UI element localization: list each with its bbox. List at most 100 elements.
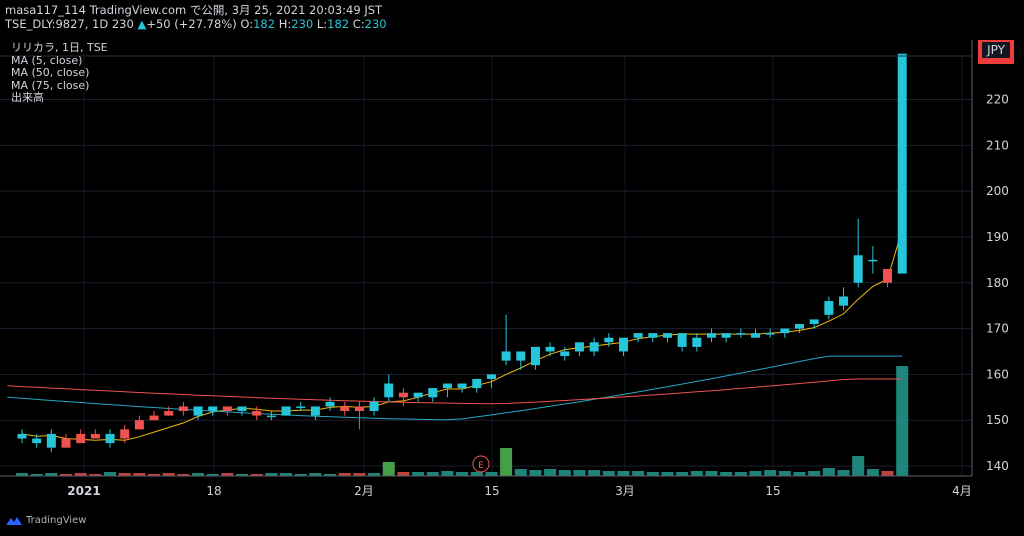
candle-body: [883, 269, 893, 283]
volume-bar: [852, 456, 865, 476]
volume-bar: [705, 471, 718, 476]
candle-body: [193, 406, 203, 416]
candle-body: [17, 433, 27, 439]
chart-header: masa117_114 TradingView.com で公開, 3月 25, …: [5, 3, 387, 31]
y-axis-ticks: 140 150 160 170 180 190 200 210 220: [986, 93, 1009, 473]
volume-bar: [265, 473, 278, 476]
x-tick-label: 2月: [354, 484, 374, 498]
candle-body: [90, 433, 100, 439]
volume-bar: [30, 474, 43, 476]
volume-bar: [749, 471, 762, 476]
candle-body: [325, 401, 335, 407]
candle-body: [413, 392, 423, 398]
candle-body: [266, 415, 276, 418]
moving-averages: [7, 229, 903, 441]
volume-bar: [881, 471, 894, 476]
volume-bar: [324, 474, 337, 476]
candle-body: [545, 346, 555, 352]
volume-bar: [896, 366, 909, 476]
candle-body: [178, 406, 188, 412]
symbol: TSE_DLY:9827, 1D: [5, 17, 109, 31]
legend-title: リリカラ, 1日, TSE: [11, 41, 108, 54]
volume-bar: [661, 472, 674, 476]
candle-body: [237, 406, 247, 412]
candle-body: [501, 351, 511, 361]
volume-bar: [822, 468, 835, 476]
candle-body: [706, 333, 716, 338]
x-tick-label: 3月: [615, 484, 635, 498]
y-tick-label: 150: [986, 413, 1009, 427]
volume-bar: [470, 472, 483, 476]
low-label: L:: [316, 17, 328, 31]
volume-bar: [837, 470, 850, 476]
candle-body: [354, 406, 364, 412]
y-tick-label: 210: [986, 138, 1009, 152]
open-value: 182: [253, 17, 276, 31]
volume-bar: [221, 473, 234, 476]
legend-ma75[interactable]: MA (75, close): [11, 78, 90, 92]
legend-volume[interactable]: 出来高: [11, 91, 44, 104]
x-tick-label: 15: [484, 484, 499, 498]
candle-body: [765, 333, 775, 335]
volume-bar: [676, 472, 689, 476]
candle-body: [296, 406, 306, 408]
candle-body: [795, 323, 805, 329]
candle-body: [530, 346, 540, 366]
volume-bar: [60, 474, 73, 476]
volume-bar: [16, 473, 28, 476]
x-tick-label: 18: [206, 484, 221, 498]
candle-body: [853, 255, 863, 283]
volume-bar: [118, 473, 131, 476]
volume-bar: [441, 471, 454, 476]
volume-bar: [397, 472, 410, 476]
volume-bar: [133, 473, 146, 476]
open-label: O:: [240, 17, 254, 31]
legend-ma5[interactable]: MA (5, close): [11, 53, 83, 67]
candle-body: [516, 351, 526, 361]
candle-body: [868, 259, 878, 262]
candle-body: [721, 333, 731, 338]
volume-bar: [104, 472, 117, 476]
candle-body: [164, 411, 174, 416]
volume-bar: [45, 473, 58, 476]
volume-bar: [250, 474, 263, 476]
candle-body: [384, 383, 394, 398]
volume-bar: [588, 470, 601, 476]
high-value: 230: [291, 17, 314, 31]
volume-bar: [529, 470, 542, 476]
ma50-line: [7, 355, 903, 421]
currency-badge[interactable]: JPY: [978, 40, 1014, 64]
y-tick-label: 180: [986, 276, 1009, 290]
volume-bar: [192, 473, 205, 476]
indicator-legend: リリカラ, 1日, TSE MA (5, close) MA (50, clos…: [11, 41, 108, 105]
y-tick-label: 170: [986, 322, 1009, 336]
close-label: C:: [352, 17, 365, 31]
brand: TradingView: [26, 515, 87, 526]
volume-bar: [514, 469, 527, 476]
currency-label: JPY: [982, 42, 1010, 58]
y-tick-label: 190: [986, 230, 1009, 244]
candle-body: [662, 333, 672, 338]
volume-bar: [544, 469, 557, 476]
candle-body: [604, 337, 614, 343]
close-value: 230: [364, 17, 387, 31]
candles: [17, 53, 907, 453]
volume-bar: [338, 473, 351, 476]
x-tick-label: 15: [765, 484, 780, 498]
candle-body: [149, 415, 159, 421]
tradingview-logo-icon: [6, 516, 22, 525]
volume-bar: [793, 472, 806, 476]
candle-body: [281, 406, 291, 416]
candle-body: [486, 374, 496, 379]
volume-bar: [485, 472, 498, 476]
volume-bar: [353, 473, 366, 476]
last-price: 230: [111, 17, 134, 31]
candle-body: [780, 328, 790, 334]
ohlc-line: TSE_DLY:9827, 1D 230 ▲+50 (+27.78%) O:18…: [5, 17, 387, 31]
volume-bar: [866, 469, 879, 476]
volume-bar: [309, 473, 322, 476]
candle-body: [428, 388, 438, 398]
legend-ma50[interactable]: MA (50, close): [11, 66, 90, 79]
y-tick-label: 160: [986, 367, 1009, 381]
gridlines: [0, 56, 972, 476]
